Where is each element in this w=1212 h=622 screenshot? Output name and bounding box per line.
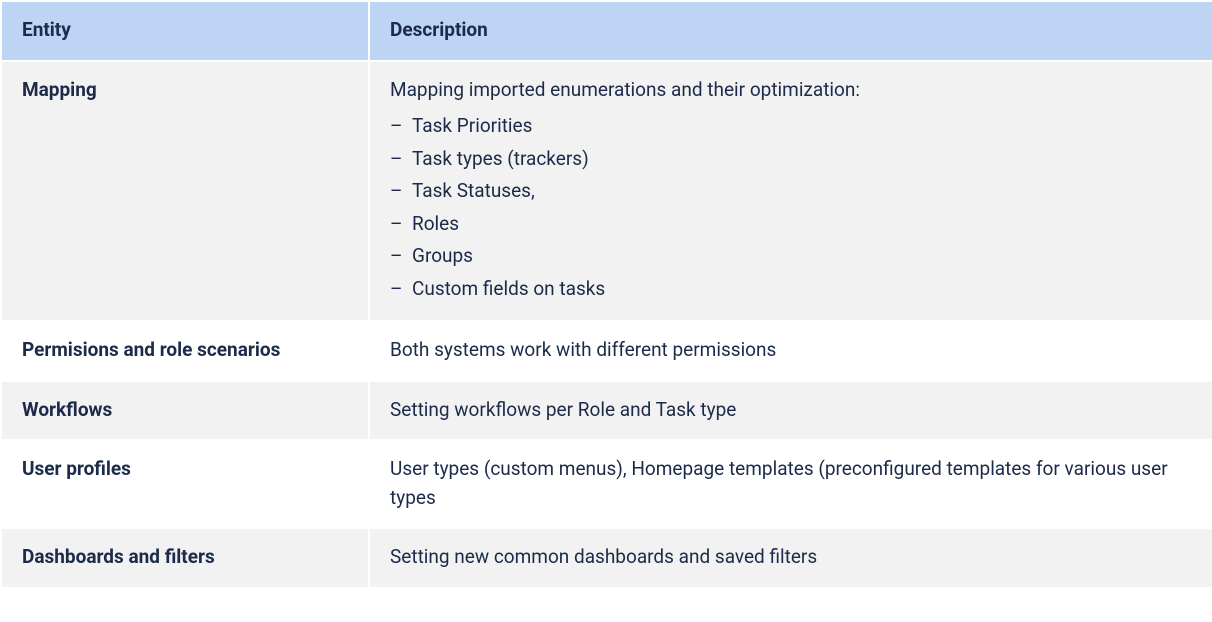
description-list: Task PrioritiesTask types (trackers)Task…: [390, 110, 1192, 305]
description-lead: Mapping imported enumerations and their …: [390, 76, 1192, 105]
description-list-item: Task types (trackers): [390, 143, 1192, 176]
description-cell: User types (custom menus), Homepage temp…: [369, 440, 1212, 528]
description-cell: Setting workflows per Role and Task type: [369, 381, 1212, 441]
description-cell: Both systems work with different permiss…: [369, 321, 1212, 381]
table-row: Permisions and role scenarios Both system…: [1, 321, 1212, 381]
description-lead: Setting workflows per Role and Task type: [390, 396, 1192, 425]
entity-cell: Dashboards and filters: [1, 528, 369, 588]
column-header-entity: Entity: [1, 1, 369, 61]
description-lead: User types (custom menus), Homepage temp…: [390, 455, 1192, 512]
description-list-item: Task Priorities: [390, 110, 1192, 143]
description-list-item: Task Statuses,: [390, 175, 1192, 208]
column-header-description: Description: [369, 1, 1212, 61]
description-list-item: Custom fields on tasks: [390, 273, 1192, 306]
table-row: User profiles User types (custom menus), …: [1, 440, 1212, 528]
description-cell: Mapping imported enumerations and their …: [369, 61, 1212, 322]
table-header-row: Entity Description: [1, 1, 1212, 61]
description-lead: Both systems work with different permiss…: [390, 336, 1192, 365]
entity-description-table: Entity Description Mapping Mapping import…: [0, 0, 1212, 589]
description-lead: Setting new common dashboards and saved …: [390, 543, 1192, 572]
entity-cell: User profiles: [1, 440, 369, 528]
table-row: Mapping Mapping imported enumerations and…: [1, 61, 1212, 322]
entity-table-container: Entity Description Mapping Mapping import…: [0, 0, 1212, 589]
table-row: Dashboards and filters Setting new common…: [1, 528, 1212, 588]
entity-cell: Permisions and role scenarios: [1, 321, 369, 381]
entity-cell: Mapping: [1, 61, 369, 322]
table-row: Workflows Setting workflows per Role and …: [1, 381, 1212, 441]
entity-cell: Workflows: [1, 381, 369, 441]
table-body: Mapping Mapping imported enumerations and…: [1, 61, 1212, 588]
description-list-item: Roles: [390, 208, 1192, 241]
description-cell: Setting new common dashboards and saved …: [369, 528, 1212, 588]
description-list-item: Groups: [390, 240, 1192, 273]
